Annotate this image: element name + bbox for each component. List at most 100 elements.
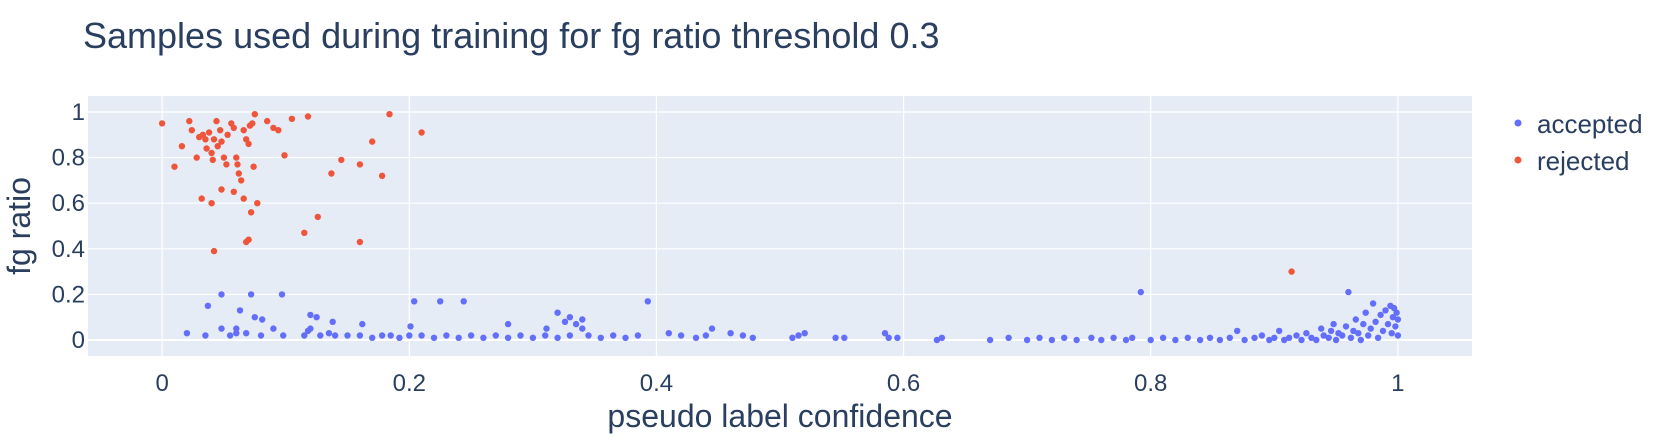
point-accepted xyxy=(243,330,250,337)
point-accepted xyxy=(411,298,418,305)
point-accepted xyxy=(1379,327,1387,335)
point-accepted xyxy=(1241,336,1248,344)
point-accepted xyxy=(1251,334,1258,341)
point-rejected xyxy=(235,170,242,177)
point-rejected xyxy=(275,127,282,134)
point-rejected xyxy=(171,163,178,170)
point-accepted xyxy=(1313,336,1320,344)
legend-item-rejected[interactable]: rejected xyxy=(1514,146,1630,176)
point-rejected xyxy=(338,156,345,164)
y-tick-label: 0 xyxy=(72,327,85,354)
point-accepted xyxy=(455,334,462,341)
point-accepted xyxy=(1393,309,1400,316)
point-accepted xyxy=(304,327,312,335)
point-accepted xyxy=(585,332,592,339)
point-accepted xyxy=(1293,332,1300,339)
point-rejected xyxy=(223,161,230,168)
point-rejected xyxy=(224,131,231,138)
point-accepted xyxy=(356,332,364,339)
point-accepted xyxy=(881,330,889,337)
point-accepted xyxy=(233,325,240,332)
point-accepted xyxy=(1327,327,1335,335)
point-accepted xyxy=(1355,330,1362,337)
legend: accepted rejected xyxy=(1514,109,1643,176)
point-accepted xyxy=(331,332,339,339)
point-accepted xyxy=(554,334,561,341)
point-accepted xyxy=(938,334,946,341)
point-rejected xyxy=(314,213,321,221)
point-accepted xyxy=(1320,332,1327,339)
point-accepted xyxy=(387,332,394,339)
point-rejected xyxy=(233,154,240,161)
point-accepted xyxy=(1394,316,1402,323)
point-rejected xyxy=(208,149,215,157)
legend-item-accepted[interactable]: accepted xyxy=(1514,109,1643,139)
point-rejected xyxy=(247,209,255,216)
point-accepted xyxy=(1332,336,1340,344)
x-tick-label: 0.8 xyxy=(1134,370,1167,397)
point-rejected xyxy=(240,127,247,134)
point-accepted xyxy=(406,332,413,339)
point-accepted xyxy=(1110,334,1117,341)
point-accepted xyxy=(492,332,499,339)
point-accepted xyxy=(1216,336,1224,344)
point-accepted xyxy=(610,332,617,339)
point-rejected xyxy=(418,129,425,136)
point-accepted xyxy=(1392,323,1399,330)
legend-marker xyxy=(1514,156,1522,164)
point-accepted xyxy=(1281,336,1288,344)
y-axis-title: fg ratio xyxy=(1,177,37,275)
point-accepted xyxy=(566,332,574,339)
point-accepted xyxy=(832,334,839,341)
point-accepted xyxy=(1325,334,1332,341)
point-accepted xyxy=(933,336,941,344)
point-accepted xyxy=(1226,334,1234,341)
point-accepted xyxy=(579,325,586,332)
legend-marker xyxy=(1514,119,1522,127)
point-accepted xyxy=(1159,334,1167,341)
point-rejected xyxy=(301,229,308,236)
point-accepted xyxy=(301,332,308,339)
point-accepted xyxy=(885,334,892,341)
legend-label: accepted xyxy=(1537,109,1643,139)
point-accepted xyxy=(467,332,475,339)
point-accepted xyxy=(1394,332,1402,339)
point-accepted xyxy=(749,334,756,341)
point-accepted xyxy=(1350,327,1357,335)
point-rejected xyxy=(328,170,335,177)
point-rejected xyxy=(209,156,216,164)
data-markers xyxy=(158,111,1402,344)
point-accepted xyxy=(1362,309,1369,316)
x-tick-label: 1 xyxy=(1391,370,1404,397)
point-rejected xyxy=(230,188,237,195)
point-accepted xyxy=(1266,336,1273,344)
point-accepted xyxy=(202,332,209,339)
point-accepted xyxy=(378,332,386,339)
point-accepted xyxy=(1388,330,1395,337)
point-accepted xyxy=(665,330,672,337)
point-accepted xyxy=(1137,288,1145,296)
point-accepted xyxy=(204,302,212,309)
point-accepted xyxy=(634,332,642,339)
point-accepted xyxy=(236,307,244,314)
point-accepted xyxy=(259,316,266,323)
point-accepted xyxy=(1088,334,1095,341)
point-accepted xyxy=(1023,336,1031,344)
point-accepted xyxy=(543,325,550,332)
point-accepted xyxy=(218,325,225,332)
point-accepted xyxy=(1196,336,1204,344)
point-accepted xyxy=(280,332,287,339)
point-accepted xyxy=(1258,332,1266,339)
point-accepted xyxy=(1285,334,1293,341)
point-accepted xyxy=(1365,332,1372,339)
y-tick-label: 0.4 xyxy=(52,236,85,263)
point-rejected xyxy=(270,124,277,132)
point-rejected xyxy=(213,117,220,125)
point-accepted xyxy=(566,314,574,321)
point-accepted xyxy=(1073,336,1080,344)
point-rejected xyxy=(369,138,376,145)
point-accepted xyxy=(702,332,710,339)
point-rejected xyxy=(186,117,193,125)
point-rejected xyxy=(288,115,296,123)
point-rejected xyxy=(356,238,364,246)
